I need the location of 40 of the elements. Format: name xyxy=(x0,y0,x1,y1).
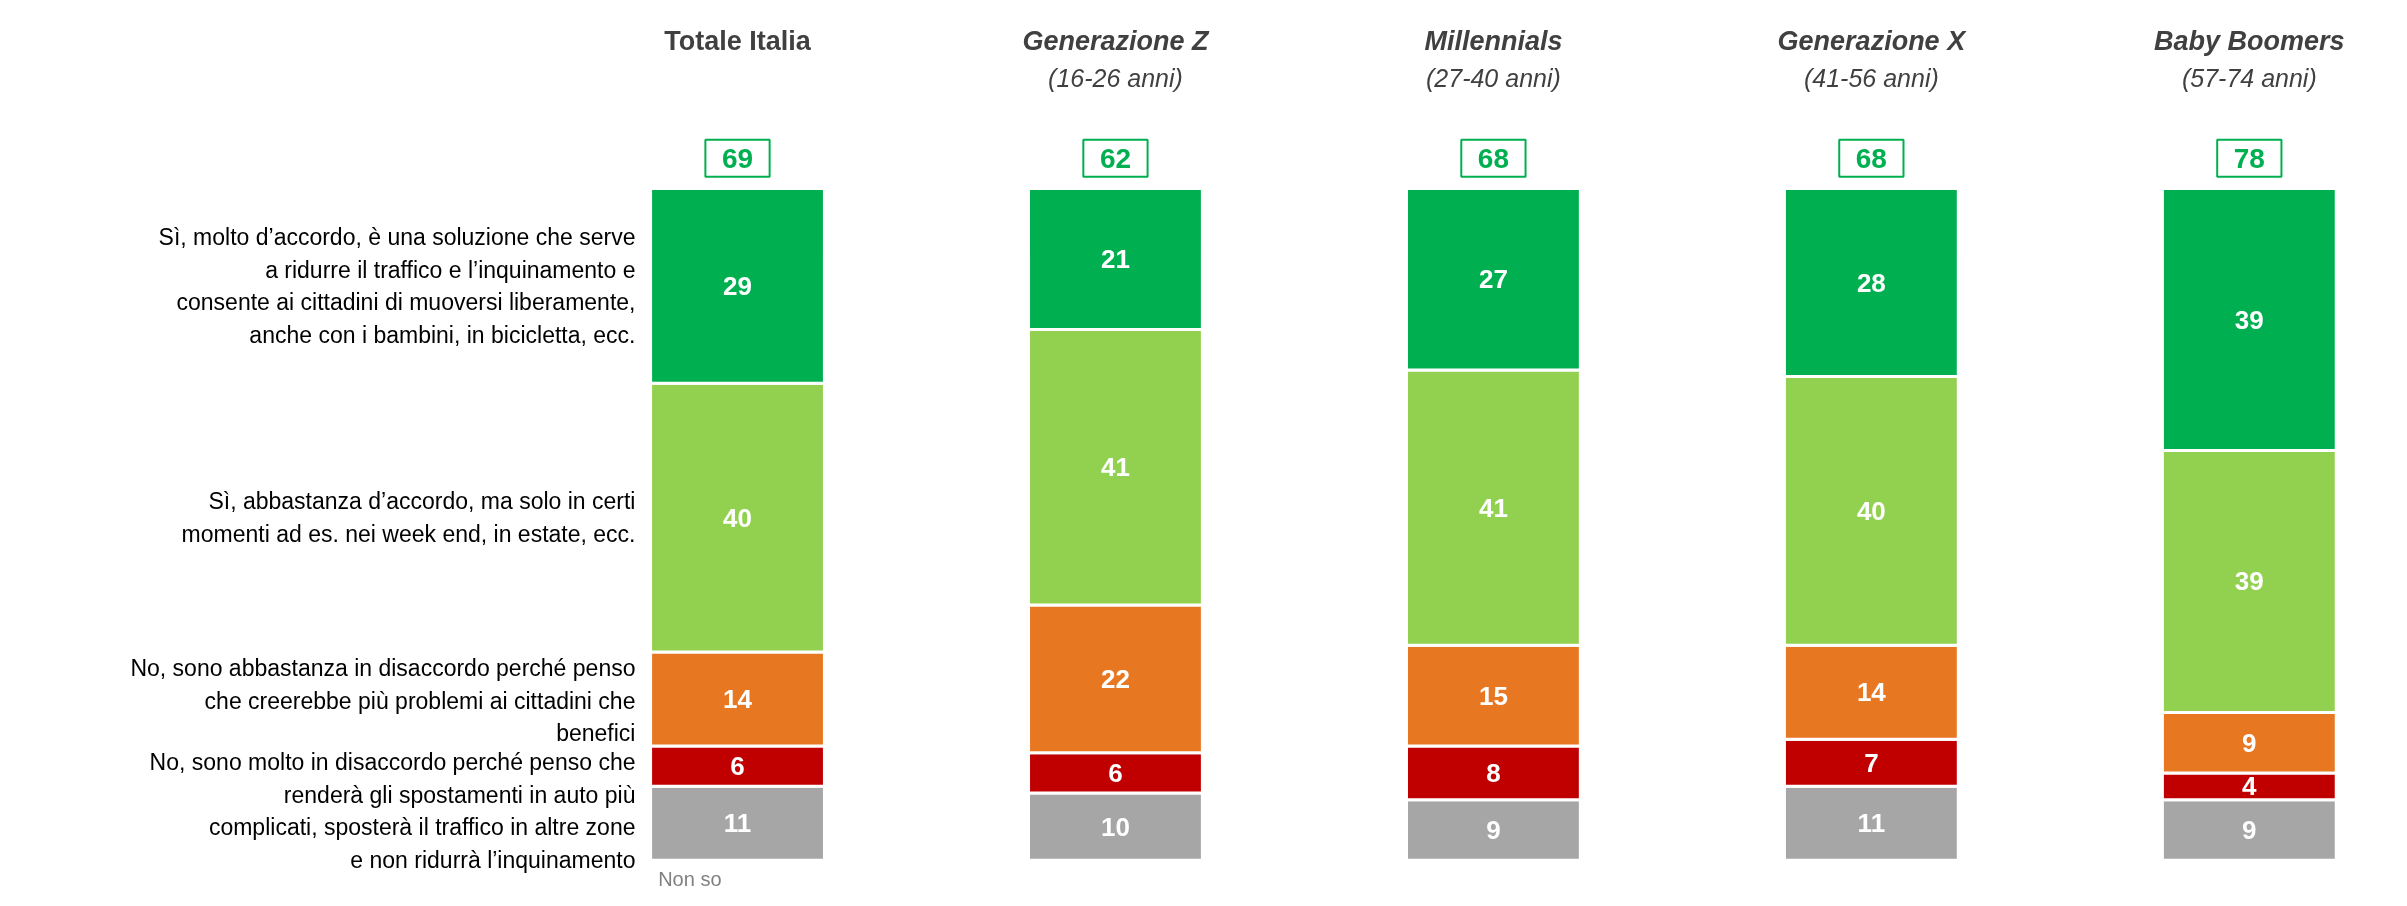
series-label: Sì, abbastanza d’accordo, ma solo in certi momenti ad es. nei week end, in estate, ecc. xyxy=(181,488,636,547)
data-label: 9 xyxy=(2242,814,2257,845)
x-tick-label: Generazione X (41-56 anni) xyxy=(1777,25,1968,92)
data-label: 15 xyxy=(1478,680,1508,711)
data-label: 6 xyxy=(730,751,745,782)
x-tick-label: Baby Boomers (57-74 anni) xyxy=(2154,25,2345,92)
annotation: 69 xyxy=(721,142,754,174)
data-label: 29 xyxy=(723,270,752,301)
data-label: 39 xyxy=(2234,566,2264,597)
data-label: 14 xyxy=(1856,677,1887,708)
data-label: 8 xyxy=(1486,757,1501,788)
series-label: No, sono molto in disaccordo perché penso che renderà gli spostamenti in auto più complicati, sposterà il traffico in altre zone e non ridurrà l’inquinamento xyxy=(149,749,636,873)
data-label: 27 xyxy=(1478,264,1508,295)
data-label: 7 xyxy=(1864,747,1879,778)
data-label: 40 xyxy=(1856,495,1886,526)
series-label: No, sono abbastanza in disaccordo perché penso che creerebbe più problemi ai cittadini che benefici xyxy=(130,655,636,747)
series-label: Sì, molto d’accordo, è una soluzione che serve a ridurre il traffico e l’inquinamento e consente ai cittadini di muoversi liberamente, anche con i bambini, in bicicletta, ecc. xyxy=(158,224,636,348)
data-label: 41 xyxy=(1101,452,1130,483)
data-label: 39 xyxy=(2234,304,2264,335)
annotation: 62 xyxy=(1099,142,1132,174)
data-label: 11 xyxy=(1857,808,1886,839)
series-label: Non so xyxy=(658,868,722,891)
annotation: 78 xyxy=(2233,142,2265,174)
data-label: 9 xyxy=(2242,727,2257,758)
data-label: 41 xyxy=(1478,492,1508,523)
annotation: 68 xyxy=(1477,142,1509,174)
x-tick-label: Generazione Z (16-26 anni) xyxy=(1022,25,1210,92)
annotation: 68 xyxy=(1855,142,1887,174)
data-label: 11 xyxy=(723,808,752,839)
data-label: 6 xyxy=(1108,757,1123,788)
data-label: 9 xyxy=(1486,814,1501,845)
data-label: 22 xyxy=(1101,663,1130,694)
data-label: 28 xyxy=(1856,267,1886,298)
data-label: 10 xyxy=(1101,811,1130,842)
x-tick-label: Millennials (27-40 anni) xyxy=(1424,25,1563,92)
data-label: 21 xyxy=(1101,244,1130,275)
x-tick-label: Totale Italia xyxy=(664,25,812,56)
data-label: 40 xyxy=(723,502,752,533)
data-label: 4 xyxy=(2242,771,2258,802)
data-label: 14 xyxy=(723,684,753,715)
